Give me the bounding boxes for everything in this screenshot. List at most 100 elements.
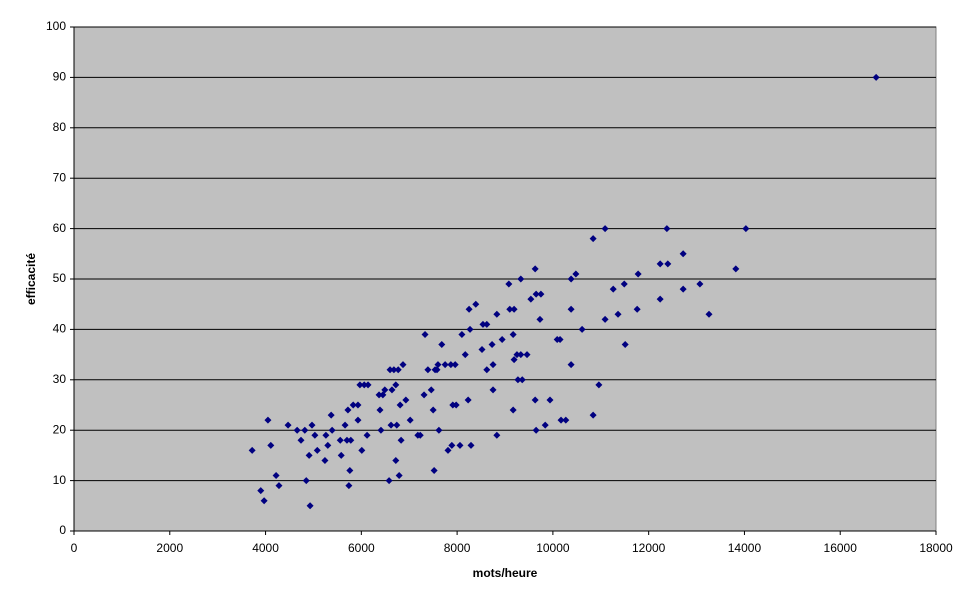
x-tick-label: 12000 (632, 541, 666, 555)
x-tick-label: 6000 (348, 541, 375, 555)
y-tick-label: 100 (46, 19, 66, 33)
point (483, 366, 491, 374)
point (424, 366, 432, 374)
point (344, 406, 352, 414)
y-tick-label: 30 (53, 372, 67, 386)
point (517, 351, 525, 359)
y-tick-label: 0 (59, 523, 66, 537)
point (447, 361, 455, 369)
point (363, 431, 371, 439)
point (509, 406, 517, 414)
point (406, 416, 414, 424)
point (705, 310, 713, 318)
point (679, 250, 687, 258)
point (267, 441, 275, 449)
point (506, 305, 514, 313)
point (523, 351, 531, 359)
point (742, 225, 750, 233)
point (483, 320, 491, 328)
point (387, 421, 395, 429)
point (438, 341, 446, 349)
point (364, 381, 372, 389)
point (532, 426, 540, 434)
point (532, 290, 540, 298)
point (395, 472, 403, 480)
point (872, 73, 880, 81)
point (578, 325, 586, 333)
y-tick-label: 70 (53, 170, 67, 184)
point (732, 265, 740, 273)
point (354, 416, 362, 424)
point (397, 436, 405, 444)
point (392, 456, 400, 464)
point (302, 477, 310, 485)
point (458, 330, 466, 338)
point (452, 401, 460, 409)
point (556, 335, 564, 343)
point (656, 260, 664, 268)
point (322, 431, 330, 439)
point (493, 310, 501, 318)
point (345, 482, 353, 490)
point (260, 497, 268, 505)
x-tick-label: 10000 (536, 541, 570, 555)
x-tick-label: 16000 (824, 541, 858, 555)
point (536, 315, 544, 323)
point (479, 320, 487, 328)
point (293, 426, 301, 434)
point (614, 310, 622, 318)
point (472, 300, 480, 308)
point (609, 285, 617, 293)
point (305, 451, 313, 459)
point (478, 346, 486, 354)
point (518, 376, 526, 384)
point (433, 366, 441, 374)
point (589, 235, 597, 243)
point (341, 421, 349, 429)
y-axis-title: efficacité (24, 253, 38, 305)
point (358, 446, 366, 454)
point (498, 335, 506, 343)
point (399, 361, 407, 369)
point (489, 361, 497, 369)
point (360, 381, 368, 389)
point (429, 406, 437, 414)
point (327, 411, 335, 419)
point (343, 436, 351, 444)
point (264, 416, 272, 424)
point (464, 396, 472, 404)
y-tick-label: 50 (53, 271, 67, 285)
point (392, 381, 400, 389)
point (567, 305, 575, 313)
point (567, 361, 575, 369)
point (375, 391, 383, 399)
point (510, 305, 518, 313)
point (467, 441, 475, 449)
point (595, 381, 603, 389)
point (505, 280, 513, 288)
point (337, 451, 345, 459)
point (248, 446, 256, 454)
point (301, 426, 309, 434)
point (328, 426, 336, 434)
point (321, 456, 329, 464)
point (386, 366, 394, 374)
point (376, 406, 384, 414)
x-tick-label: 8000 (444, 541, 471, 555)
point (444, 446, 452, 454)
point (527, 295, 535, 303)
point (546, 396, 554, 404)
point (390, 366, 398, 374)
point (562, 416, 570, 424)
point (336, 436, 344, 444)
point (541, 421, 549, 429)
point (346, 467, 354, 475)
point (589, 411, 597, 419)
point (297, 436, 305, 444)
point (557, 416, 565, 424)
point (347, 436, 355, 444)
point (489, 386, 497, 394)
point (509, 330, 517, 338)
point (493, 431, 501, 439)
point (601, 315, 609, 323)
